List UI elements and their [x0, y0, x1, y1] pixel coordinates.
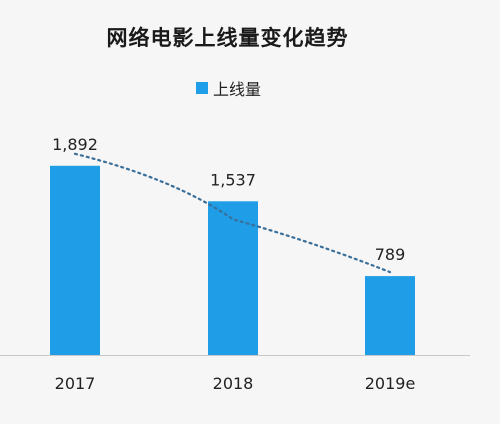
data-label-2017: 1,892: [52, 135, 98, 154]
bar-2017: [50, 165, 100, 355]
bar-2018: [208, 201, 258, 355]
chart-title: 网络电影上线量变化趋势: [106, 26, 349, 50]
legend-label: 上线量: [213, 80, 262, 99]
data-label-2018: 1,537: [210, 170, 256, 189]
bar-2019e: [365, 276, 415, 355]
x-tick-2019e: 2019e: [365, 374, 416, 393]
trend-line: [73, 152, 392, 274]
legend: 上线量: [196, 76, 261, 100]
x-tick-2018: 2018: [213, 374, 254, 393]
x-tick-2017: 2017: [55, 374, 96, 393]
data-label-2019e: 789: [375, 245, 406, 264]
legend-swatch: [196, 82, 208, 94]
